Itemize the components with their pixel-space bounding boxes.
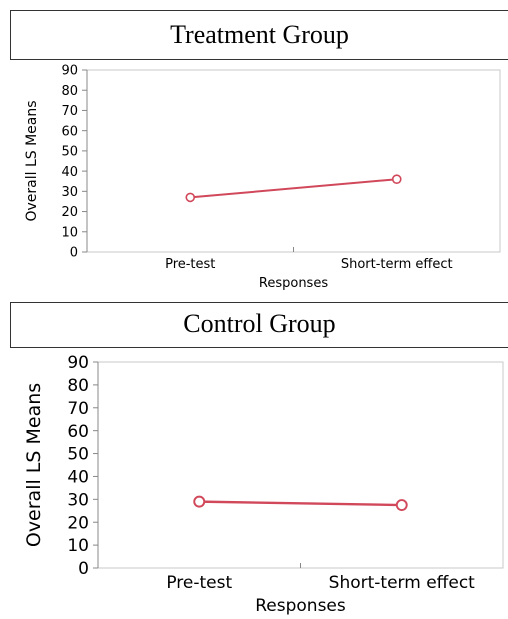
chart-title-box: Control Group bbox=[10, 302, 508, 348]
y-axis-label: Overall LS Means bbox=[24, 100, 40, 221]
series-line bbox=[190, 178, 397, 199]
plot-frame bbox=[86, 69, 501, 253]
x-tick-label: Pre-test bbox=[166, 573, 232, 593]
chart-title: Treatment Group bbox=[170, 20, 349, 49]
y-tick-label: 50 bbox=[61, 145, 78, 160]
data-point bbox=[391, 174, 402, 184]
y-tick-label: 20 bbox=[61, 205, 78, 220]
x-tick-label: Pre-test bbox=[165, 257, 215, 272]
y-tick-label: 80 bbox=[61, 84, 78, 99]
chart-title-box: Treatment Group bbox=[10, 10, 508, 60]
y-tick-label: 70 bbox=[67, 399, 89, 419]
chart-title: Control Group bbox=[183, 309, 336, 338]
data-point bbox=[185, 192, 196, 203]
y-tick-label: 80 bbox=[67, 376, 89, 396]
y-tick-label: 60 bbox=[67, 422, 89, 442]
y-tick-label: 0 bbox=[70, 246, 78, 261]
x-axis-label: Responses bbox=[259, 276, 328, 291]
y-tick-label: 70 bbox=[61, 104, 78, 119]
series-line bbox=[199, 500, 402, 507]
y-tick-label: 20 bbox=[67, 513, 89, 533]
data-point bbox=[395, 499, 408, 512]
y-tick-label: 90 bbox=[67, 353, 89, 373]
x-tick-label: Short-term effect bbox=[341, 257, 453, 272]
y-tick-label: 90 bbox=[61, 64, 78, 79]
control-group-chart: Control Group 0 10 20 30 40 50 60 70 80 90 Pre-tes… bbox=[0, 295, 508, 619]
y-tick-label: 30 bbox=[67, 490, 89, 510]
y-tick-label: 40 bbox=[61, 165, 78, 180]
plot-frame bbox=[97, 361, 504, 569]
x-axis-label: Responses bbox=[255, 596, 346, 616]
y-tick-label: 10 bbox=[61, 225, 78, 240]
y-tick-label: 60 bbox=[61, 124, 78, 139]
y-tick-label: 40 bbox=[67, 468, 89, 488]
x-tick-label: Short-term effect bbox=[329, 573, 476, 593]
treatment-plot: 0 10 20 30 40 50 60 70 80 90 Pre-test Short-term ef… bbox=[24, 64, 501, 291]
y-tick-label: 0 bbox=[78, 559, 89, 579]
y-tick-label: 50 bbox=[67, 445, 89, 465]
treatment-group-chart: Treatment Group 0 10 20 30 40 50 60 70 80 90 Pre-t… bbox=[0, 0, 508, 291]
y-tick-label: 10 bbox=[67, 536, 89, 556]
data-point bbox=[193, 495, 206, 508]
y-axis-label: Overall LS Means bbox=[23, 383, 45, 547]
y-tick-label: 30 bbox=[61, 185, 78, 200]
